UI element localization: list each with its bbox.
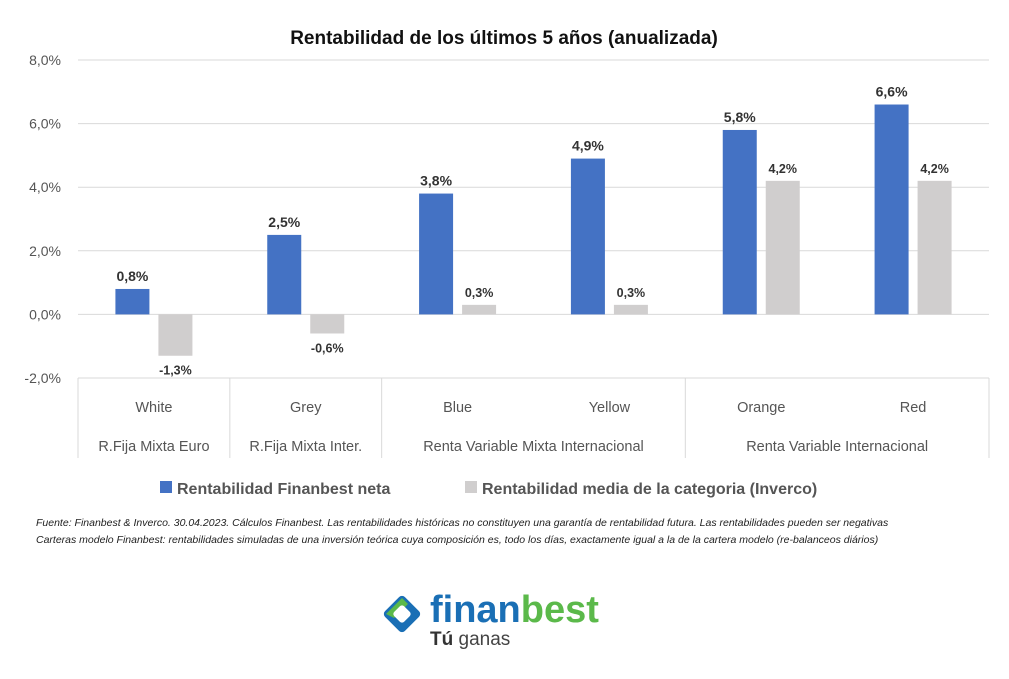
data-label: 5,8% [724, 109, 756, 125]
finanbest-logo-icon [383, 595, 421, 633]
category-label: Yellow [589, 400, 631, 416]
bar [570, 158, 605, 315]
x-axis: White Grey Blue Yellow Orange Red R.Fija Mixta… [77, 378, 990, 458]
data-label: 0,8% [116, 268, 148, 284]
data-label: 4,2% [920, 162, 949, 176]
data-label: -0,6% [311, 341, 344, 355]
bar [115, 288, 150, 315]
category-label: Grey [290, 400, 322, 416]
data-label: 4,2% [769, 162, 798, 176]
chart-title: Rentabilidad de los últimos 5 años (anua… [290, 28, 718, 49]
footnotes: Fuente: Finanbest & Inverco. 30.04.2023.… [36, 515, 996, 549]
bar [765, 180, 800, 315]
bar [917, 180, 952, 315]
y-tick-label: 8,0% [29, 52, 61, 68]
y-tick-label: 0,0% [29, 306, 61, 322]
bar [267, 234, 302, 315]
bar [722, 129, 757, 315]
bar [158, 314, 193, 356]
data-label: 0,3% [465, 286, 494, 300]
legend-swatch [465, 481, 477, 493]
legend: Rentabilidad Finanbest neta Rentabilidad … [160, 481, 817, 498]
logo-tagline: Tú ganas [430, 629, 511, 650]
bar [613, 304, 648, 315]
bar [310, 314, 345, 334]
footnote-source: Fuente: Finanbest & Inverco. 30.04.2023.… [36, 517, 889, 529]
bars: 0,8% -1,3% 2,5% -0,6% 3,8% 0,3% 4,9% 0,3% 5,8% 4,… [115, 84, 952, 378]
y-tick-label: 6,0% [29, 116, 61, 132]
bar [419, 193, 454, 315]
data-label: -1,3% [159, 364, 192, 378]
data-label: 4,9% [572, 138, 604, 154]
category-label: Red [900, 400, 927, 416]
finanbest-logo: finanbest Tú ganas [380, 589, 640, 660]
gridlines [78, 59, 989, 379]
y-tick-label: 4,0% [29, 179, 61, 195]
bar [874, 104, 909, 315]
data-label: 2,5% [268, 214, 300, 230]
category-label: White [135, 400, 172, 416]
y-axis: -2,0% 0,0% 2,0% 4,0% 6,0% 8,0% [24, 52, 61, 386]
group-label: R.Fija Mixta Inter. [249, 439, 362, 455]
y-tick-label: -2,0% [24, 370, 61, 386]
y-tick-label: 2,0% [29, 243, 61, 259]
group-label: Renta Variable Internacional [746, 439, 928, 455]
group-label: Renta Variable Mixta Internacional [423, 439, 644, 455]
bar [462, 304, 497, 315]
data-label: 3,8% [420, 173, 452, 189]
legend-label: Rentabilidad media de la categoria (Inve… [482, 481, 817, 498]
legend-swatch [160, 481, 172, 493]
logo-wordmark: finanbest [430, 589, 599, 631]
category-label: Blue [443, 400, 472, 416]
category-label: Orange [737, 400, 785, 416]
footnote-models: Carteras modelo Finanbest: rentabilidade… [36, 534, 879, 546]
data-label: 0,3% [617, 286, 646, 300]
data-label: 6,6% [876, 84, 908, 100]
group-label: R.Fija Mixta Euro [98, 439, 209, 455]
bar-chart: Rentabilidad de los últimos 5 años (anua… [24, 28, 990, 498]
legend-label: Rentabilidad Finanbest neta [177, 481, 390, 498]
